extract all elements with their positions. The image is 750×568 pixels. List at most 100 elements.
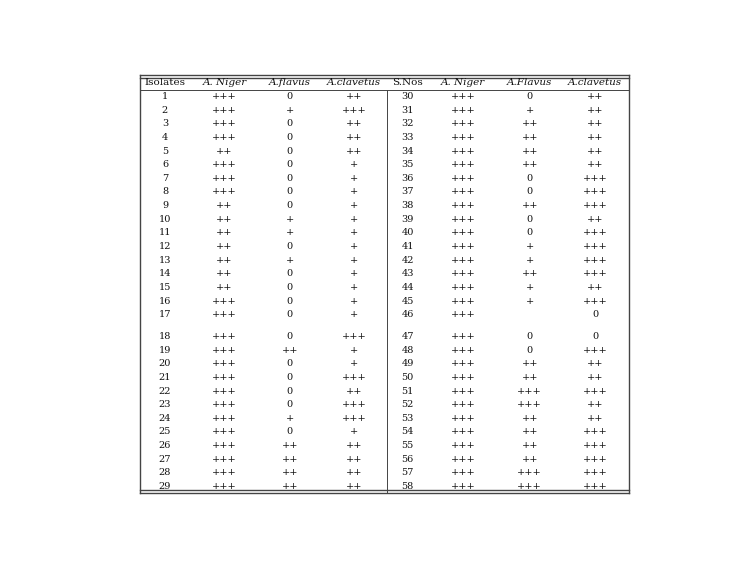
Text: +++: +++ [583,256,608,265]
Text: +: + [350,174,358,183]
Text: +++: +++ [212,469,237,477]
Text: +++: +++ [212,160,237,169]
Text: A.flavus: A.flavus [269,78,311,87]
Text: 6: 6 [162,160,168,169]
Text: 25: 25 [159,428,171,436]
Text: Isolates: Isolates [145,78,185,87]
Text: 0: 0 [286,386,293,395]
Text: ++: ++ [521,119,538,128]
Text: +++: +++ [583,482,608,491]
Text: 0: 0 [286,373,293,382]
Text: 40: 40 [401,228,414,237]
Text: +: + [526,106,534,115]
Text: +: + [286,256,294,265]
Text: +: + [526,256,534,265]
Text: 21: 21 [159,373,171,382]
Text: 0: 0 [592,310,598,319]
Text: +++: +++ [583,441,608,450]
Text: +++: +++ [451,359,476,368]
Text: 0: 0 [286,119,293,128]
Text: 19: 19 [159,345,171,354]
Text: +++: +++ [451,242,476,251]
Text: ++: ++ [521,133,538,142]
Text: 12: 12 [159,242,171,251]
Text: 41: 41 [401,242,414,251]
Text: +++: +++ [451,441,476,450]
Text: A.Flavus: A.Flavus [507,78,552,87]
Text: +++: +++ [212,296,237,306]
Text: +: + [350,256,358,265]
Text: ++: ++ [346,133,362,142]
Text: +++: +++ [451,332,476,341]
Text: +++: +++ [451,92,476,101]
Text: 0: 0 [526,174,532,183]
Text: ++: ++ [586,215,603,224]
Text: 26: 26 [159,441,171,450]
Text: 57: 57 [401,469,414,477]
Text: +++: +++ [583,469,608,477]
Text: ++: ++ [282,455,298,463]
Text: ++: ++ [521,269,538,278]
Text: 34: 34 [401,147,414,156]
Text: +++: +++ [451,187,476,197]
Text: +++: +++ [451,174,476,183]
Text: +++: +++ [583,455,608,463]
Text: ++: ++ [586,160,603,169]
Text: +++: +++ [451,201,476,210]
Text: 37: 37 [401,187,414,197]
Text: +++: +++ [451,414,476,423]
Text: ++: ++ [216,242,232,251]
Text: +++: +++ [518,386,542,395]
Text: +++: +++ [451,428,476,436]
Text: 1: 1 [162,92,168,101]
Text: 16: 16 [159,296,171,306]
Text: +++: +++ [451,469,476,477]
Text: 42: 42 [401,256,414,265]
Text: A. Niger: A. Niger [441,78,485,87]
Text: 0: 0 [286,187,293,197]
Text: 0: 0 [286,310,293,319]
Text: ++: ++ [346,119,362,128]
Text: ++: ++ [216,283,232,292]
Text: +: + [350,242,358,251]
Text: 11: 11 [159,228,171,237]
Text: ++: ++ [216,228,232,237]
Text: +++: +++ [451,215,476,224]
Text: +++: +++ [212,414,237,423]
Text: +++: +++ [583,187,608,197]
Text: +++: +++ [212,187,237,197]
Text: +: + [350,201,358,210]
Text: ++: ++ [282,469,298,477]
Text: ++: ++ [586,92,603,101]
Text: +: + [350,187,358,197]
Text: ++: ++ [216,201,232,210]
Text: +++: +++ [212,359,237,368]
Text: 2: 2 [162,106,168,115]
Text: 5: 5 [162,147,168,156]
Text: ++: ++ [521,455,538,463]
Text: 39: 39 [401,215,414,224]
Text: 51: 51 [401,386,414,395]
Text: +++: +++ [583,428,608,436]
Text: +: + [526,296,534,306]
Text: +++: +++ [212,455,237,463]
Text: 10: 10 [159,215,171,224]
Text: ++: ++ [586,283,603,292]
Text: 7: 7 [162,174,168,183]
Text: 0: 0 [286,332,293,341]
Text: 8: 8 [162,187,168,197]
Text: +++: +++ [451,228,476,237]
Text: +++: +++ [212,133,237,142]
Text: +++: +++ [583,242,608,251]
Text: +++: +++ [451,345,476,354]
Text: ++: ++ [282,441,298,450]
Text: +++: +++ [341,400,366,409]
Text: 27: 27 [159,455,171,463]
Text: 0: 0 [286,242,293,251]
Text: 0: 0 [526,345,532,354]
Text: 0: 0 [286,283,293,292]
Text: +: + [350,215,358,224]
Text: ++: ++ [216,269,232,278]
Text: 30: 30 [401,92,414,101]
Text: ++: ++ [521,428,538,436]
